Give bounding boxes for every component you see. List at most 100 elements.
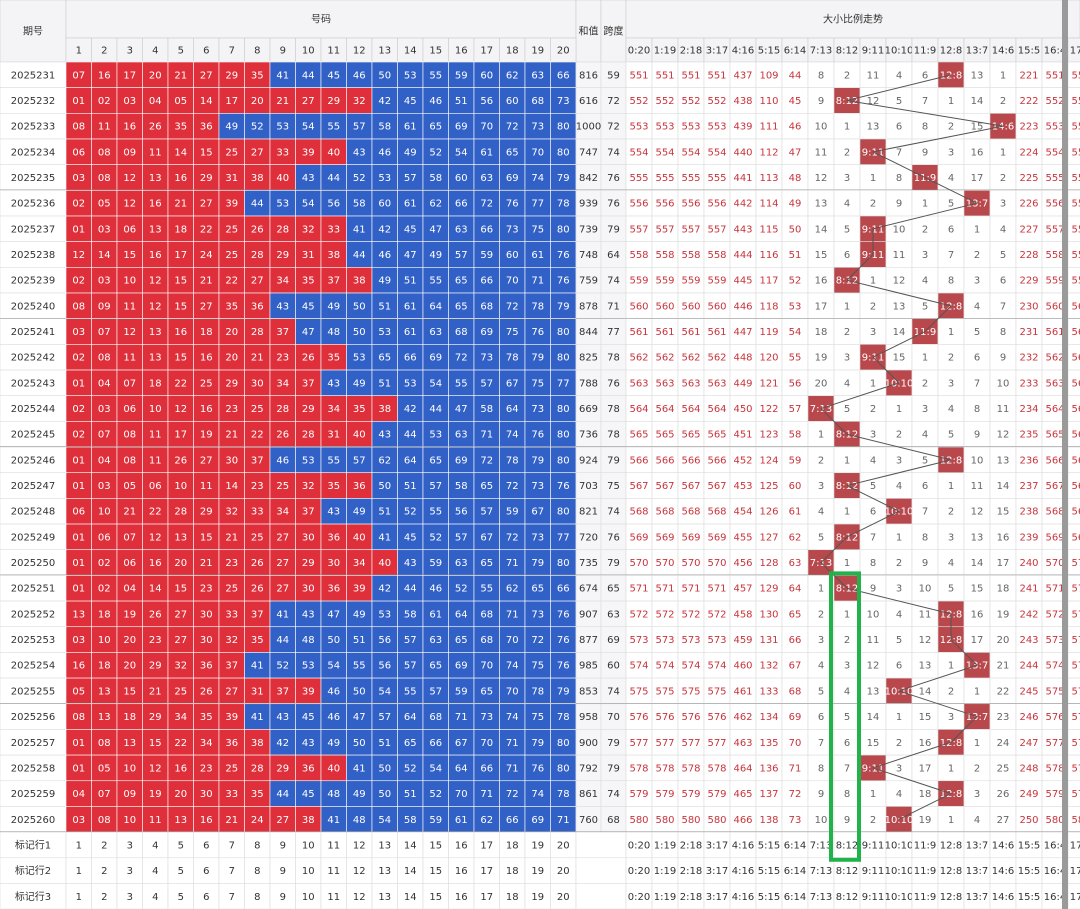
footer-trend: 9:11 [862,840,884,851]
footer-trend: 4:16 [732,892,754,903]
ball: 52 [404,507,417,518]
span-bg [600,344,627,371]
ball: 57 [378,712,391,723]
trend-miss: 2 [818,609,824,620]
ball-bg [473,61,500,88]
ball: 59 [455,70,468,81]
ball: 31 [302,250,315,261]
trend-hit: 11:9 [914,327,936,338]
trend-miss: 557 [1071,224,1080,235]
number-column-label: 3 [127,46,133,57]
trend-miss-bg [963,138,991,165]
ball: 74 [506,712,519,723]
ball: 58 [404,815,417,826]
ball: 49 [353,789,366,800]
sum: 739 [579,224,598,235]
ball: 16 [149,250,162,261]
ball: 70 [455,789,468,800]
trend-miss: 568 [1071,507,1080,518]
trend-miss: 565 [707,430,726,441]
ball: 16 [174,173,187,184]
ball: 03 [98,404,111,415]
span: 79 [607,558,620,569]
issue: 2025248 [11,507,56,518]
ball-bg [524,61,551,88]
ball-bg [167,138,194,165]
ball: 43 [327,378,340,389]
ball: 80 [557,558,570,569]
footer-number: 11 [327,892,340,903]
footer-number: 3 [127,892,133,903]
trend-miss: 566 [681,455,700,466]
ball: 29 [302,558,315,569]
ball: 44 [302,70,315,81]
ball: 63 [455,430,468,441]
trend-miss-bg [625,215,653,242]
ball: 26 [149,609,162,620]
ball: 71 [557,815,570,826]
sum: 792 [579,763,598,774]
ball: 37 [276,327,289,338]
ball: 69 [531,815,544,826]
trend-miss: 578 [707,763,726,774]
ball: 80 [557,327,570,338]
trend-miss: 441 [733,173,752,184]
ball: 56 [455,507,468,518]
trend-miss: 13 [971,70,984,81]
ball: 24 [251,815,264,826]
trend-miss: 1 [948,661,954,672]
trend-miss: 447 [733,327,752,338]
ball-bg [524,241,551,268]
ball: 53 [404,70,417,81]
ball: 32 [174,661,187,672]
trend-miss: 2 [818,455,824,466]
trend-miss-bg [807,344,835,371]
ball: 49 [353,507,366,518]
trend-miss: 574 [655,661,674,672]
trend-miss-bg [651,87,679,114]
trend-miss: 110 [759,96,778,107]
trend-miss: 3 [870,327,876,338]
ball: 52 [429,789,442,800]
footer-number: 6 [203,892,209,903]
footer-trend: 7:13 [810,866,832,877]
ball: 25 [225,147,238,158]
ball-bg [397,113,424,140]
ball: 13 [72,609,85,620]
trend-miss: 1 [870,378,876,389]
footer-trend: 17:3 [1070,866,1080,877]
trend-miss: 3 [870,430,876,441]
sum: 844 [579,327,598,338]
trend-miss: 7 [818,738,824,749]
ball-bg [65,267,92,294]
ball-bg [269,344,296,371]
ball-bg [499,292,526,319]
ball: 13 [149,327,162,338]
ball: 02 [98,584,111,595]
issue: 2025247 [11,481,56,492]
ball: 68 [531,96,544,107]
trend-miss: 114 [759,199,778,210]
trend-miss: 577 [1045,738,1064,749]
trend-miss: 556 [681,199,700,210]
ball-bg [550,215,577,242]
footer-number: 15 [429,866,442,877]
ball: 65 [506,147,519,158]
trend-miss: 574 [629,661,648,672]
trend-miss-bg [807,87,835,114]
ball-bg [371,190,398,217]
trend-miss: 6 [896,122,902,133]
ball: 29 [302,404,315,415]
ball: 25 [225,584,238,595]
footer-number: 14 [404,892,417,903]
ball: 03 [72,635,85,646]
ball: 72 [506,301,519,312]
ball: 29 [149,712,162,723]
ball: 27 [251,147,264,158]
ball: 36 [200,661,213,672]
ball: 38 [302,815,315,826]
footer-number: 11 [327,866,340,877]
trend-column-label: 17:3 [1070,46,1080,57]
ball: 55 [404,686,417,697]
trend-miss: 6 [948,224,954,235]
